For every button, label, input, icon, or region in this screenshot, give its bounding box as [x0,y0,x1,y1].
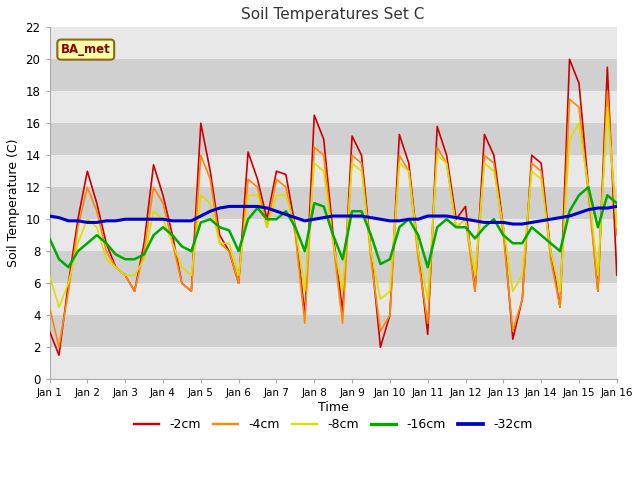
-16cm [253,205,261,211]
-2cm [55,352,63,358]
-8cm [168,240,176,246]
-32cm [509,221,516,227]
-32cm [225,204,233,209]
-8cm [253,192,261,198]
-8cm [55,304,63,310]
-2cm [547,248,554,254]
-8cm [547,248,554,254]
-4cm [547,256,554,262]
-2cm [168,232,176,238]
-32cm [358,213,365,219]
-32cm [613,204,621,209]
X-axis label: Time: Time [318,401,349,414]
-2cm [45,328,53,334]
-4cm [55,344,63,350]
-16cm [65,264,72,270]
-16cm [584,184,592,190]
Title: Soil Temperatures Set C: Soil Temperatures Set C [241,7,425,22]
-2cm [253,176,261,182]
-32cm [159,216,167,222]
Line: -16cm: -16cm [49,187,617,267]
-32cm [178,218,186,224]
-16cm [188,248,195,254]
-2cm [566,56,573,62]
-2cm [613,272,621,278]
-16cm [547,240,554,246]
-16cm [396,224,403,230]
-2cm [396,132,403,137]
Bar [49,315,617,347]
-32cm [396,218,403,224]
-4cm [45,304,53,310]
-16cm [613,200,621,206]
Line: -4cm: -4cm [49,91,617,347]
Bar [49,59,617,91]
-4cm [613,232,621,238]
Bar [49,123,617,155]
-8cm [188,272,195,278]
Legend: -2cm, -4cm, -8cm, -16cm, -32cm: -2cm, -4cm, -8cm, -16cm, -32cm [129,413,538,436]
Bar [49,155,617,187]
-16cm [45,236,53,241]
-32cm [253,204,261,209]
Line: -2cm: -2cm [49,59,617,355]
-4cm [168,240,176,246]
-32cm [556,215,564,220]
Y-axis label: Soil Temperature (C): Soil Temperature (C) [7,139,20,267]
-4cm [604,88,611,94]
Bar [49,91,617,123]
-32cm [45,213,53,219]
-4cm [358,160,365,166]
-2cm [188,288,195,294]
-8cm [604,104,611,110]
-8cm [358,168,365,174]
-8cm [396,160,403,166]
-16cm [358,208,365,214]
Line: -8cm: -8cm [49,107,617,307]
Line: -32cm: -32cm [49,206,617,224]
Bar [49,283,617,315]
-16cm [168,232,176,238]
-2cm [358,152,365,158]
Bar [49,27,617,59]
Bar [49,251,617,283]
Bar [49,219,617,251]
Text: BA_met: BA_met [61,43,111,56]
Bar [49,347,617,379]
-4cm [188,288,195,294]
-8cm [613,224,621,230]
-8cm [45,272,53,278]
Bar [49,187,617,219]
-4cm [253,184,261,190]
-4cm [396,152,403,158]
